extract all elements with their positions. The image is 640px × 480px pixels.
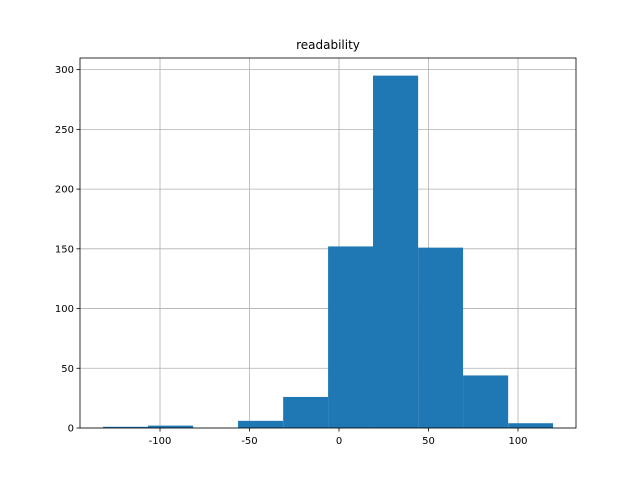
x-tick-label: 100 [508,436,527,447]
bar [238,420,284,428]
bar [508,423,554,428]
x-tick-label: -100 [149,436,172,447]
bar [328,246,374,428]
chart-title: readability [296,38,360,52]
y-tick-label: 0 [68,424,74,435]
y-tick-label: 150 [55,244,74,255]
bar [148,425,194,428]
x-tick-label: 50 [422,436,435,447]
y-tick-label: 50 [61,364,74,375]
bar [103,426,149,428]
y-tick-label: 250 [55,125,74,136]
y-tick-label: 300 [55,65,74,76]
bar [373,75,419,428]
plot-frame [79,57,577,429]
y-tick-label: 100 [55,304,74,315]
x-tick-label: 0 [336,436,342,447]
bar [283,396,329,428]
y-tick-label: 200 [55,185,74,196]
bar [463,375,509,428]
x-tick-label: -50 [241,436,257,447]
bar [418,247,464,428]
